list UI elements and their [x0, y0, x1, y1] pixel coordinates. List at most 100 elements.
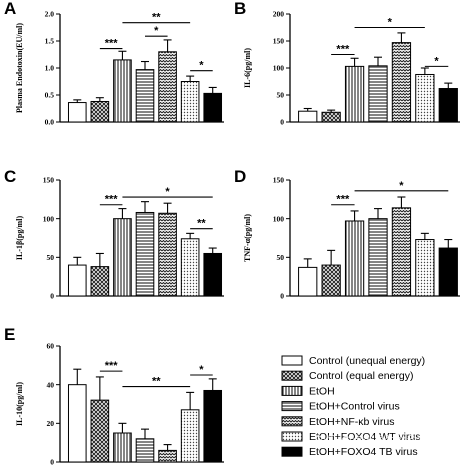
legend-swatch-6	[281, 431, 303, 442]
bar-5	[391, 207, 412, 297]
significance-label: *	[199, 60, 204, 72]
legend-label-2: Control (equal energy)	[309, 370, 413, 382]
y-tick-label: 20	[47, 419, 55, 428]
y-axis-label: IL-10(pg/ml)	[15, 382, 24, 426]
significance-label: ***	[105, 360, 119, 372]
bar-1	[298, 110, 318, 123]
bar-4	[135, 211, 155, 297]
y-tick-label: 150	[273, 37, 285, 46]
y-tick-label: 50	[277, 253, 285, 262]
bar-2	[321, 111, 341, 123]
bar-5	[158, 212, 177, 297]
significance-label: *	[199, 364, 204, 376]
y-tick-label: 40	[47, 380, 55, 389]
y-axis-label: IL-1β(pg/ml)	[15, 216, 24, 261]
bar-7	[438, 88, 458, 123]
watermark-text: 知乎 @点容易生物科技	[315, 433, 429, 447]
significance-label: ***	[105, 194, 119, 206]
bar-4	[135, 69, 155, 123]
bar-7	[203, 389, 223, 463]
significance-label: **	[152, 12, 161, 24]
bar-6	[180, 238, 200, 297]
significance-label: ***	[105, 38, 119, 50]
bar-4	[135, 438, 155, 463]
y-tick-label: 1.0	[45, 64, 55, 73]
y-tick-label: 0.5	[45, 91, 55, 100]
y-tick-label: 150	[273, 176, 285, 185]
significance-label: *	[388, 17, 393, 29]
y-tick-label: 0	[50, 292, 54, 301]
legend-swatch-7	[281, 446, 303, 457]
y-tick-label: 1.5	[45, 37, 55, 46]
bar-6	[415, 73, 435, 123]
bar-3	[113, 59, 132, 123]
panel-letter: D	[234, 167, 246, 186]
legend-swatch-1	[281, 355, 303, 366]
bar-2	[90, 399, 110, 463]
bar-3	[113, 218, 132, 297]
legend-label-4: EtOH+Control virus	[309, 401, 400, 413]
significance-label: *	[399, 180, 404, 192]
significance-label: ***	[336, 194, 350, 206]
bar-5	[158, 51, 177, 123]
y-tick-label: 0	[50, 458, 54, 466]
y-tick-label: 0	[280, 292, 284, 301]
y-tick-label: 60	[47, 342, 55, 351]
y-tick-label: 100	[43, 214, 55, 223]
legend-label-7: EtOH+FOXO4 TB virus	[309, 446, 418, 458]
y-tick-label: 100	[273, 64, 285, 73]
bar-4	[368, 218, 388, 297]
bar-7	[438, 247, 458, 297]
y-tick-label: 0	[280, 118, 284, 127]
bar-5	[391, 42, 412, 123]
bar-7	[203, 92, 223, 123]
bar-1	[298, 266, 318, 297]
panel-letter: B	[234, 0, 246, 18]
legend-swatch-5	[281, 416, 303, 427]
bar-2	[321, 264, 341, 297]
legend-label-1: Control (unequal energy)	[309, 355, 425, 367]
panel-letter: E	[4, 325, 15, 344]
y-tick-label: 100	[273, 214, 285, 223]
legend: Control (unequal energy) Control (equal e…	[281, 355, 425, 458]
y-tick-label: 2.0	[45, 10, 55, 19]
legend-label-5: EtOH+NF-κb virus	[309, 416, 394, 428]
significance-label: **	[197, 218, 206, 230]
significance-label: **	[152, 376, 161, 388]
significance-label: ***	[336, 44, 350, 56]
y-tick-label: 50	[47, 253, 55, 262]
chart-panel-a: A Plasma Endotoxin(EU/ml) 0.0 0.5 1.0 1.5 2.0 *…	[4, 0, 224, 127]
y-tick-label: 200	[273, 10, 285, 19]
y-tick-label: 150	[43, 176, 55, 185]
y-axis-label: TNF-α(pg/ml)	[243, 214, 252, 262]
bar-2	[90, 100, 110, 123]
panel-letter: A	[4, 0, 16, 18]
legend-label-6: EtOH+FOXO4 WT virus	[309, 431, 421, 443]
bar-3	[344, 220, 365, 297]
bar-1	[67, 264, 87, 297]
y-axis-label: Plasma Endotoxin(EU/ml)	[15, 23, 24, 113]
bar-4	[368, 65, 388, 123]
significance-label: *	[154, 25, 159, 37]
bar-1	[67, 384, 87, 463]
legend-label-3: EtOH	[309, 385, 335, 397]
y-tick-label: 50	[277, 91, 285, 100]
legend-swatch-4	[281, 401, 303, 412]
bar-6	[180, 81, 200, 123]
significance-label: *	[165, 186, 170, 198]
y-tick-label: 0.0	[45, 118, 55, 127]
bar-7	[203, 252, 223, 297]
bar-6	[180, 409, 200, 463]
bar-2	[90, 266, 110, 297]
bar-6	[415, 239, 435, 297]
legend-swatch-2	[281, 370, 303, 381]
bar-3	[113, 432, 132, 463]
y-axis-label: IL-6(pg/ml)	[243, 48, 252, 88]
significance-label: *	[434, 55, 439, 67]
chart-panels: A Plasma Endotoxin(EU/ml) 0.0 0.5 1.0 1.5 2.0 *…	[4, 0, 460, 466]
